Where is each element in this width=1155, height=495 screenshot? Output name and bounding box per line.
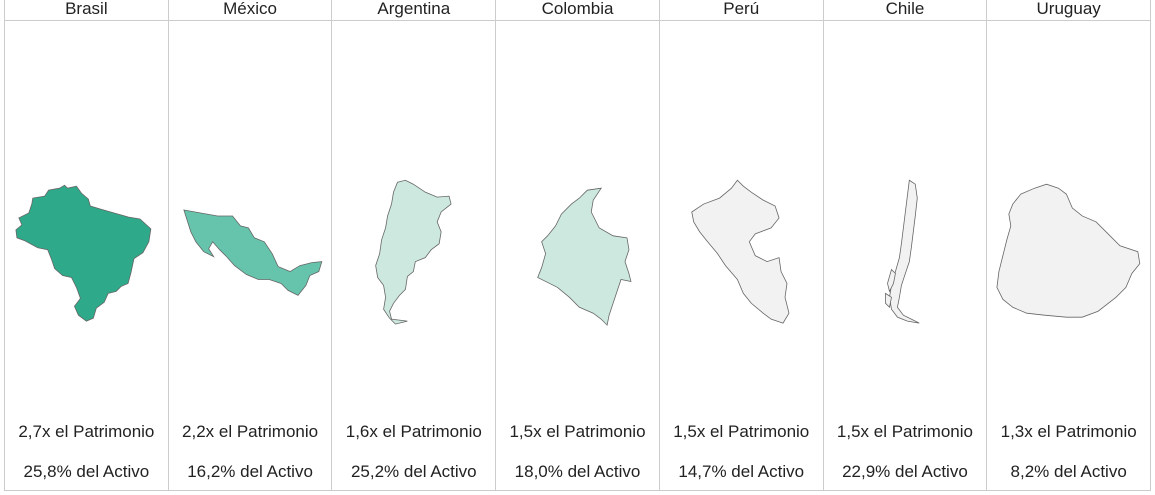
country-column-uruguay: Uruguay 1,3x el Patrimonio 8,2% del Acti… (987, 0, 1152, 490)
country-column-colombia: Colombia 1,5x el Patrimonio 18,0% del Ac… (496, 0, 660, 490)
country-name: Brasil (5, 0, 168, 21)
map-area (496, 22, 659, 402)
equity-multiple: 1,5x el Patrimonio (509, 422, 646, 441)
country-name: Colombia (496, 0, 659, 21)
brazil-map-icon (15, 184, 152, 322)
equity-multiple: 2,7x el Patrimonio (18, 422, 155, 441)
uruguay-map-icon (996, 183, 1141, 318)
colombia-map-icon (537, 187, 632, 326)
country-column-argentina: Argentina 1,6x el Patrimonio 25,2% del A… (332, 0, 497, 490)
asset-share: 22,9% del Activo (842, 462, 968, 481)
country-shape (537, 187, 632, 326)
country-shape (888, 179, 920, 324)
equity-multiple: 1,3x el Patrimonio (1000, 422, 1137, 441)
map-area (660, 22, 823, 402)
country-shape (375, 179, 452, 325)
asset-share: 8,2% del Activo (1010, 462, 1127, 481)
country-name: Perú (659, 0, 823, 21)
map-area (987, 22, 1150, 402)
asset-share: 16,2% del Activo (187, 462, 313, 481)
argentina-map-icon (375, 179, 452, 325)
equity-multiple: 1,5x el Patrimonio (673, 422, 810, 441)
country-name: Argentina (332, 0, 496, 21)
asset-share: 14,7% del Activo (678, 462, 805, 481)
equity-multiple: 1,6x el Patrimonio (345, 422, 482, 441)
asset-share: 25,2% del Activo (350, 462, 477, 481)
country-column-peru: Perú 1,5x el Patrimonio 14,7% del Activo (659, 0, 824, 490)
country-column-chile: Chile 1,5x el Patrimonio 22,9% del Activ… (823, 0, 988, 490)
equity-multiple: 2,2x el Patrimonio (182, 422, 319, 441)
map-area (5, 22, 168, 402)
country-shape (15, 184, 152, 322)
country-name: Chile (823, 0, 987, 21)
country-column-mexico: México 2,2x el Patrimonio 16,2% del Acti… (168, 0, 333, 490)
chile-map-icon (884, 179, 920, 324)
equity-multiple: 1,5x el Patrimonio (836, 422, 973, 441)
country-shape (996, 183, 1141, 318)
map-area (824, 22, 987, 402)
country-column-brasil: Brasil 2,7x el Patrimonio 25,8% del Acti… (4, 0, 169, 490)
country-shape (183, 209, 323, 296)
country-name: Uruguay (987, 0, 1151, 21)
country-shape (691, 179, 790, 324)
archipelago-shape (884, 268, 896, 309)
asset-share: 18,0% del Activo (514, 462, 641, 481)
peru-map-icon (691, 179, 790, 324)
map-area (332, 22, 495, 402)
mexico-map-icon (183, 209, 323, 296)
country-grid: Brasil 2,7x el Patrimonio 25,8% del Acti… (4, 0, 1152, 491)
map-area (169, 22, 332, 402)
country-name: México (168, 0, 332, 21)
asset-share: 25,8% del Activo (23, 462, 150, 481)
